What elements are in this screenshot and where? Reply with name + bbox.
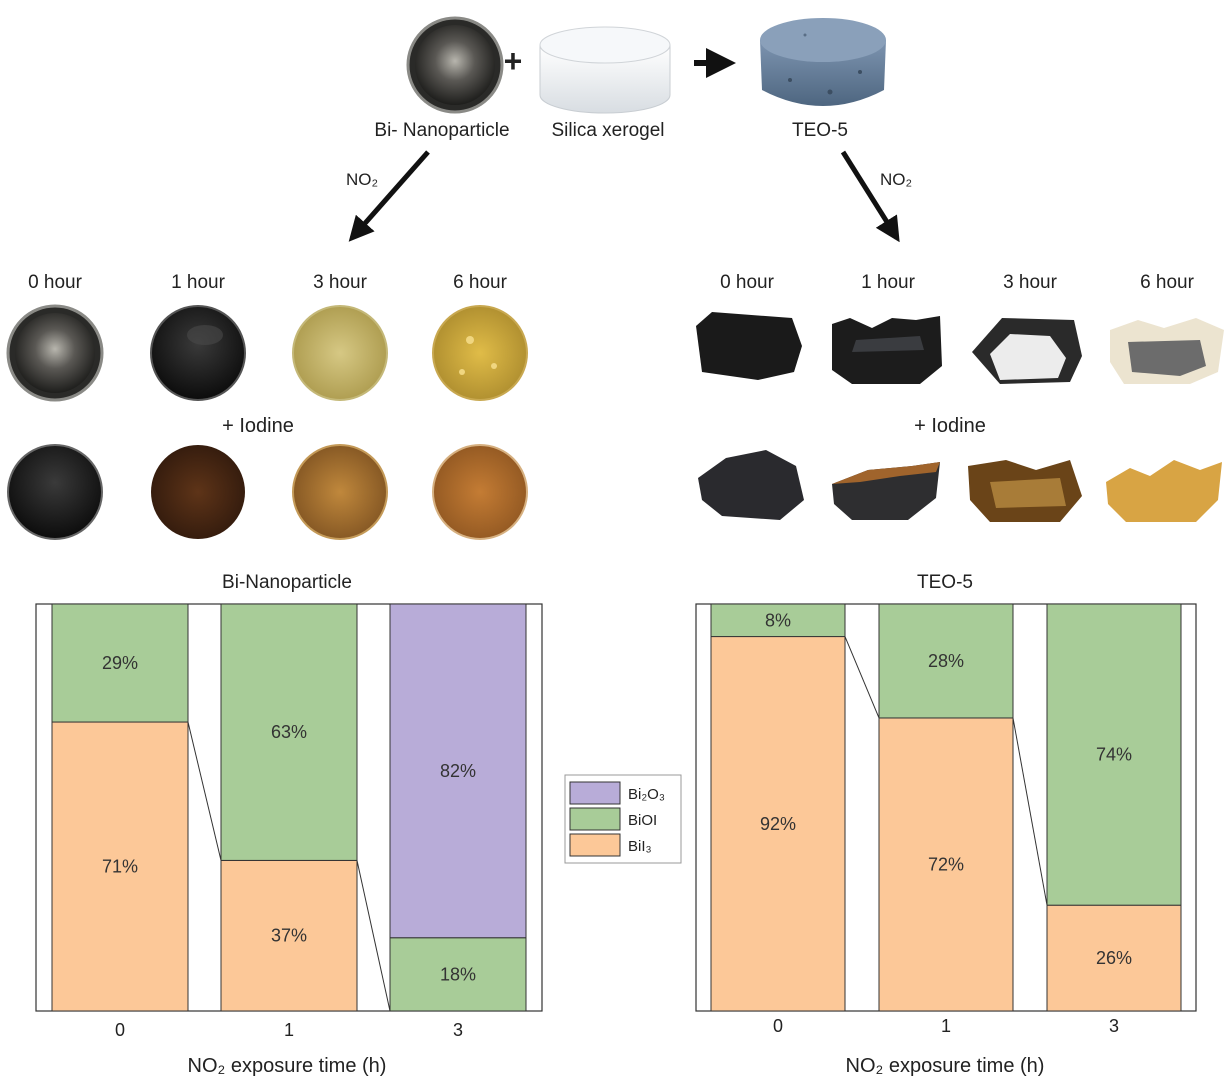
teo-iodine-fragment-0h — [698, 450, 804, 520]
time-label-right-0: 0 hour — [720, 272, 775, 293]
teo-fragment-1h — [832, 316, 942, 384]
right-value-label-bioi-3h: 74% — [1096, 745, 1132, 765]
right-bar-bii3-0h — [710, 636, 846, 1012]
left-value-label-bii3-0h: 71% — [102, 857, 138, 877]
time-label-right-1: 1 hour — [861, 272, 916, 293]
bi-nanoparticle-label: Bi- Nanoparticle — [374, 120, 509, 141]
left-x-tick-1: 1 — [284, 1020, 294, 1040]
bi-iodine-disk-0h — [7, 444, 103, 540]
iodine-label-right: + Iodine — [914, 415, 986, 437]
iodine-label-left: + Iodine — [222, 415, 294, 437]
no2-arrow-left — [348, 150, 430, 242]
plus-sign: + — [504, 43, 523, 79]
bi-iodine-disk-3h — [292, 444, 388, 540]
bi-disk-6h — [432, 305, 528, 401]
teo-5-label: TEO-5 — [792, 120, 848, 141]
left-x-tick-0: 0 — [115, 1020, 125, 1040]
right-value-label-bii3-1h: 72% — [928, 854, 964, 874]
bi-disk-3h — [292, 305, 388, 401]
right-connector-line — [1012, 717, 1048, 906]
chart-bi-nanoparticle: Bi-Nanoparticle 71% 29% 37% 63% 18% 82% 0 1 3 N… — [35, 572, 543, 1077]
bi-disk-0h — [6, 304, 104, 402]
no2-arrow-right — [840, 150, 900, 243]
teo-5-photo — [760, 18, 886, 106]
legend-swatch-bioi — [569, 807, 621, 831]
teo-fragment-3h — [972, 318, 1082, 384]
right-value-label-bioi-0h: 8% — [765, 610, 791, 630]
right-connector-line — [844, 636, 880, 719]
time-label-left-3: 6 hour — [453, 272, 508, 293]
right-value-label-bii3-0h: 92% — [760, 814, 796, 834]
silica-xerogel-label: Silica xerogel — [552, 120, 665, 141]
left-bar-bi2o3-3h — [389, 603, 527, 939]
left-value-label-bi2o3-3h: 82% — [440, 761, 476, 781]
no2-label-left: NO₂ — [346, 170, 378, 189]
left-bar-bioi-3h — [389, 937, 527, 1012]
left-value-label-bioi-0h: 29% — [102, 653, 138, 673]
chart-right-bars: 92% 8% 72% 28% 26% 74% — [710, 603, 1182, 1012]
chart-left-xlabel: NO₂ exposure time (h) — [188, 1055, 387, 1077]
chart-right-ticks: 0 1 3 — [773, 1016, 1119, 1036]
right-bar-bii3-3h — [1046, 904, 1182, 1012]
time-label-left-1: 1 hour — [171, 272, 226, 293]
right-x-tick-0: 0 — [773, 1016, 783, 1036]
left-connector-line — [187, 721, 222, 861]
right-bar-bii3-1h — [878, 717, 1014, 1012]
time-label-right-2: 3 hour — [1003, 272, 1058, 293]
teo-iodine-fragment-1h — [832, 462, 940, 520]
chart-right-title: TEO-5 — [917, 572, 973, 593]
chart-left-ticks: 0 1 3 — [115, 1020, 463, 1040]
right-x-tick-3: 3 — [1109, 1016, 1119, 1036]
no2-label-right: NO₂ — [880, 170, 912, 189]
legend-swatch-bii3 — [569, 833, 621, 857]
left-value-label-bioi-3h: 18% — [440, 964, 476, 984]
legend: Bi₂O₃ BiOI BiI₃ — [564, 774, 682, 864]
left-x-tick-3: 3 — [453, 1020, 463, 1040]
bi-nanoparticle-photo — [406, 16, 504, 114]
teo-fragment-0h — [696, 312, 802, 380]
sample-photos: 0 hour 1 hour 3 hour 6 hour 0 hour 1 hou… — [6, 272, 1224, 540]
legend-label-bioi: BiOI — [628, 812, 657, 829]
left-value-label-bii3-1h: 37% — [271, 926, 307, 946]
teo-fragment-6h — [1110, 318, 1224, 384]
chart-left-bars: 71% 29% 37% 63% 18% 82% — [51, 603, 527, 1012]
left-connector-line — [356, 860, 391, 1012]
time-label-left-0: 0 hour — [28, 272, 83, 293]
teo-iodine-fragment-3h — [968, 460, 1082, 522]
bi-iodine-disk-6h — [432, 444, 528, 540]
right-bar-bioi-3h — [1046, 603, 1182, 906]
time-label-right-3: 6 hour — [1140, 272, 1195, 293]
left-bar-bii3-1h — [220, 859, 358, 1012]
legend-label-bii3: BiI₃ — [628, 838, 652, 855]
right-bar-bioi-0h — [710, 603, 846, 638]
bi-iodine-disk-1h — [151, 445, 245, 539]
chart-teo-5: TEO-5 92% 8% 72% 28% 26% 74% 0 1 3 NO₂ exposure… — [695, 572, 1197, 1077]
right-value-label-bii3-3h: 26% — [1096, 948, 1132, 968]
right-value-label-bioi-1h: 28% — [928, 651, 964, 671]
left-bar-bii3-0h — [51, 721, 189, 1012]
left-value-label-bioi-1h: 63% — [271, 722, 307, 742]
silica-xerogel-photo — [539, 26, 671, 114]
left-bar-bioi-0h — [51, 603, 189, 723]
legend-label-bi2o3: Bi₂O₃ — [628, 786, 665, 803]
top-schematic: + Bi- Nanoparticle Silica xerogel TEO-5 … — [346, 16, 912, 243]
legend-swatch-bi2o3 — [569, 781, 621, 805]
teo-iodine-fragment-6h — [1106, 460, 1222, 522]
left-bar-bioi-1h — [220, 603, 358, 861]
chart-right-xlabel: NO₂ exposure time (h) — [846, 1055, 1045, 1077]
chart-left-title: Bi-Nanoparticle — [222, 572, 352, 593]
bi-disk-1h — [150, 305, 246, 401]
right-bar-bioi-1h — [878, 603, 1014, 719]
right-x-tick-1: 1 — [941, 1016, 951, 1036]
time-label-left-2: 3 hour — [313, 272, 368, 293]
